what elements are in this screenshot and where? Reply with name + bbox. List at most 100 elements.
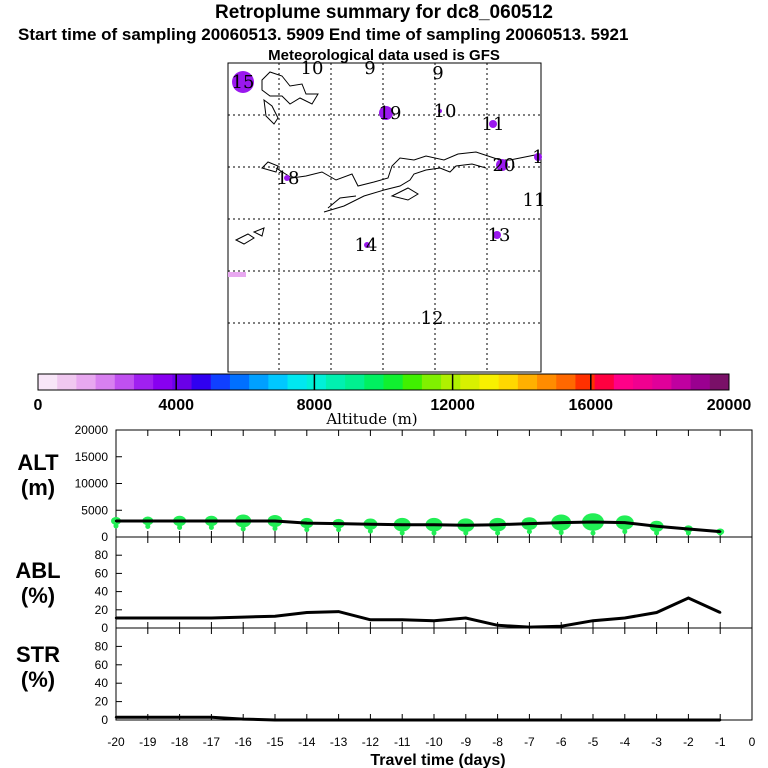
colorbar-swatch (114, 374, 135, 390)
altitude-colorbar: 0 4000 8000 12000 16000 20000 (34, 373, 751, 414)
data-point (655, 611, 658, 614)
data-point (687, 527, 690, 531)
data-point (560, 718, 563, 722)
y-tick-label: 40 (95, 585, 109, 599)
panel-abl: 0 20 40 60 80 ABL(%) (15, 536, 753, 635)
colorbar-swatch (498, 374, 519, 390)
panel-label: ALT (17, 450, 59, 475)
colorbar-swatch (249, 374, 269, 390)
altitude-spread-mark (526, 529, 532, 535)
x-tick-label: -19 (139, 735, 157, 749)
y-tick-label: 0 (101, 530, 108, 544)
data-point (528, 522, 531, 525)
y-tick-label: 15000 (75, 450, 109, 464)
data-point (305, 718, 308, 722)
map-marker (364, 242, 370, 248)
data-point (496, 523, 499, 526)
map-day-label: 10 (434, 101, 457, 122)
map-marker (493, 231, 501, 239)
altitude-spread-mark (654, 530, 660, 536)
panel-frame (115, 627, 753, 721)
data-point (273, 614, 277, 618)
altitude-spread-mark (622, 529, 628, 535)
data-point (432, 523, 436, 526)
y-tick-label: 80 (95, 639, 109, 653)
data-point (369, 618, 372, 622)
time-series-panels: 05000100001500020000ALT(m)020406080ABL(%… (15, 423, 755, 749)
altitude-spread-mark (590, 530, 596, 536)
data-point (178, 616, 181, 620)
data-point (623, 521, 626, 524)
panel-alt: 0 5000 10000 15000 20000 ALT(m) (17, 423, 753, 544)
x-tick-label: -8 (492, 735, 503, 749)
colorbar-swatch (268, 374, 289, 390)
altitude-spread-mark (495, 530, 501, 536)
colorbar-swatch (441, 374, 461, 390)
data-point (114, 519, 118, 523)
colorbar-swatch (479, 374, 500, 390)
data-point (114, 716, 118, 719)
colorbar-swatch (383, 374, 404, 390)
panel-str: 0 20 40 60 80 STR(%) (16, 627, 753, 727)
data-point (432, 718, 436, 722)
data-point (242, 615, 245, 619)
data-point (210, 716, 213, 719)
panel-label: ABL (15, 558, 60, 583)
y-tick-label: 60 (95, 566, 109, 580)
data-point (719, 611, 722, 614)
y-tick-label: 0 (101, 713, 108, 727)
altitude-spread-mark (304, 527, 310, 533)
colorbar-swatch (460, 374, 480, 390)
data-point (178, 519, 181, 523)
colorbar-tick-label: 8000 (297, 397, 333, 414)
data-point (719, 718, 722, 722)
altitude-spread-mark (685, 530, 691, 536)
colorbar-swatch (133, 374, 154, 390)
x-tick-label: -16 (235, 735, 253, 749)
x-tick-label: -1 (715, 735, 726, 749)
data-point (401, 618, 404, 622)
colorbar-swatch (191, 374, 212, 390)
map-day-label: 11 (482, 114, 505, 135)
series-line (116, 596, 721, 629)
panel-unit: (%) (21, 583, 55, 608)
panel-frame (115, 536, 753, 629)
data-point (687, 718, 690, 722)
colorbar-swatch (364, 374, 384, 390)
map-day-label: 9 (432, 63, 443, 84)
x-tick-label: -7 (524, 735, 535, 749)
data-point (623, 718, 626, 722)
data-point (146, 716, 149, 719)
data-point (719, 530, 722, 533)
y-tick-label: 80 (95, 548, 109, 562)
data-point (496, 718, 499, 722)
data-point (432, 619, 436, 622)
y-tick-label: 60 (95, 658, 109, 672)
map-labels: 15 10 9 9 19 10 11 20 1 18 11 14 13 12 (232, 58, 546, 329)
colorbar-swatch (57, 374, 77, 390)
colorbar-tick-label: 4000 (158, 397, 194, 414)
altitude-spread-mark (145, 523, 151, 529)
x-tick-label: -12 (362, 735, 380, 749)
map-day-label: 18 (277, 168, 300, 189)
x-tick-label: 0 (749, 735, 756, 749)
data-point (114, 616, 118, 620)
colorbar-swatch (575, 374, 596, 390)
colorbar-swatch (633, 374, 653, 390)
colorbar-swatch (613, 374, 634, 390)
data-point (210, 519, 213, 523)
altitude-spread-mark (113, 523, 119, 529)
data-point (560, 521, 563, 524)
map-day-label: 15 (232, 72, 255, 93)
data-point (560, 624, 563, 628)
colorbar-swatch (652, 374, 672, 390)
data-point (305, 521, 308, 525)
altitude-spread-mark (177, 524, 183, 530)
colorbar-tick-label: 16000 (569, 397, 614, 414)
x-tick-label: -13 (330, 735, 348, 749)
data-point (464, 524, 467, 527)
map-day-label: 13 (488, 225, 511, 246)
colorbar-swatch (306, 374, 327, 390)
data-point (305, 611, 308, 614)
